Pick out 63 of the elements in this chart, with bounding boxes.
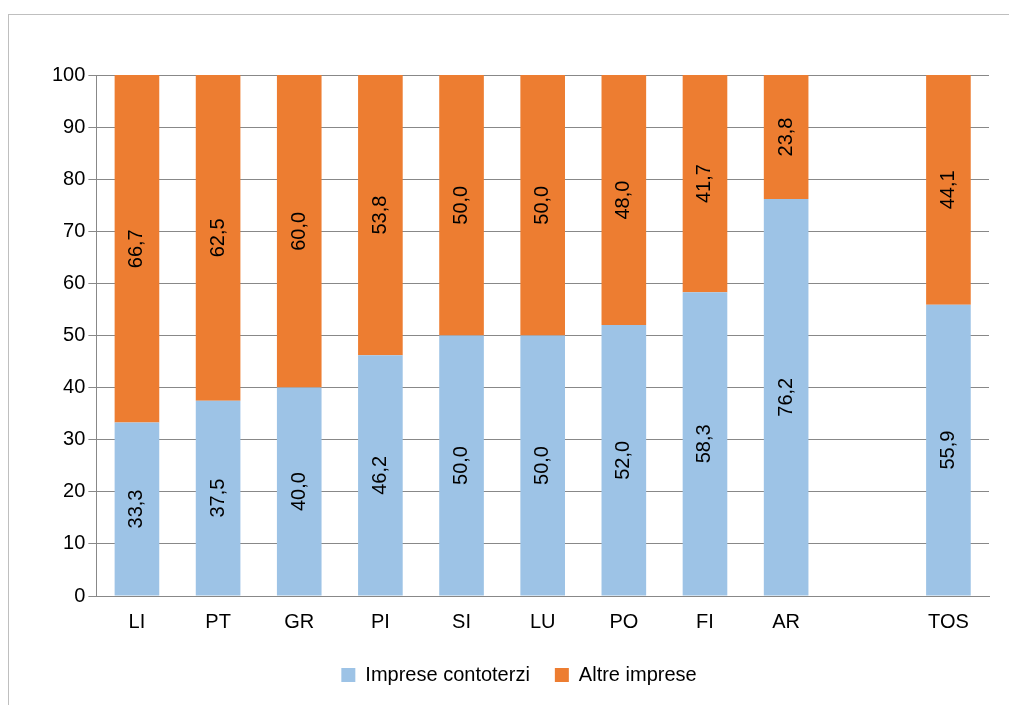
x-tick-label: SI (452, 609, 471, 632)
x-tick-label: PO (609, 609, 639, 632)
data-label: 33,3 (124, 489, 147, 529)
data-label: 41,7 (692, 164, 715, 204)
y-tick-label: 30 (63, 427, 86, 450)
bar (682, 292, 728, 596)
bar (114, 75, 160, 423)
data-label: 76,2 (773, 377, 796, 417)
y-tick-label: 90 (63, 114, 86, 137)
y-tick-label: 10 (63, 531, 86, 554)
legend-label: Altre imprese (578, 662, 697, 685)
bar (276, 75, 322, 388)
bar (195, 75, 241, 401)
data-label: 48,0 (611, 180, 634, 220)
bar (926, 75, 971, 305)
data-label: 50,0 (449, 446, 472, 485)
bar (358, 75, 403, 356)
data-label: 44,1 (935, 170, 958, 210)
data-label: 23,8 (773, 117, 796, 157)
data-label: 58,3 (692, 424, 715, 464)
bar (195, 400, 241, 596)
bar (520, 335, 565, 596)
legend-label: Imprese contoterzi (365, 662, 530, 685)
bar (763, 199, 809, 596)
data-label: 60,0 (286, 211, 309, 251)
bar (114, 422, 160, 596)
y-tick-label: 70 (63, 218, 86, 241)
data-label: 37,5 (205, 478, 228, 518)
bar (601, 325, 647, 596)
x-tick-label: TOS (928, 609, 969, 632)
y-tick-label: 0 (74, 583, 86, 606)
bar (276, 387, 322, 596)
bar (520, 75, 565, 336)
x-tick-label: PI (370, 609, 390, 632)
bar (763, 75, 809, 199)
data-label: 46,2 (367, 455, 390, 495)
y-tick-label: 100 (51, 62, 86, 85)
y-tick-label: 60 (63, 270, 86, 293)
bar (926, 304, 971, 596)
y-tick-label: 50 (63, 323, 86, 346)
data-label: 50,0 (530, 185, 553, 225)
x-tick-label: FI (696, 609, 714, 632)
data-label: 62,5 (205, 218, 228, 258)
x-tick-label: GR (284, 609, 315, 632)
data-label: 50,0 (530, 446, 553, 485)
data-label: 52,0 (611, 440, 634, 480)
bar (439, 335, 484, 596)
bar (682, 75, 728, 293)
data-label: 40,0 (286, 472, 309, 512)
x-tick-label: AR (772, 609, 801, 632)
data-label: 66,7 (124, 229, 147, 269)
x-tick-label: LI (128, 609, 146, 632)
y-tick-label: 80 (63, 166, 86, 189)
data-label: 53,8 (367, 195, 390, 235)
y-tick-label: 20 (63, 479, 86, 502)
bar (439, 75, 484, 336)
data-label: 50,0 (449, 185, 472, 225)
y-tick-label: 40 (63, 375, 86, 398)
x-tick-label: LU (529, 609, 556, 632)
data-label: 55,9 (935, 430, 958, 470)
bar (601, 75, 647, 326)
x-tick-label: PT (205, 609, 231, 632)
bar (358, 355, 403, 596)
